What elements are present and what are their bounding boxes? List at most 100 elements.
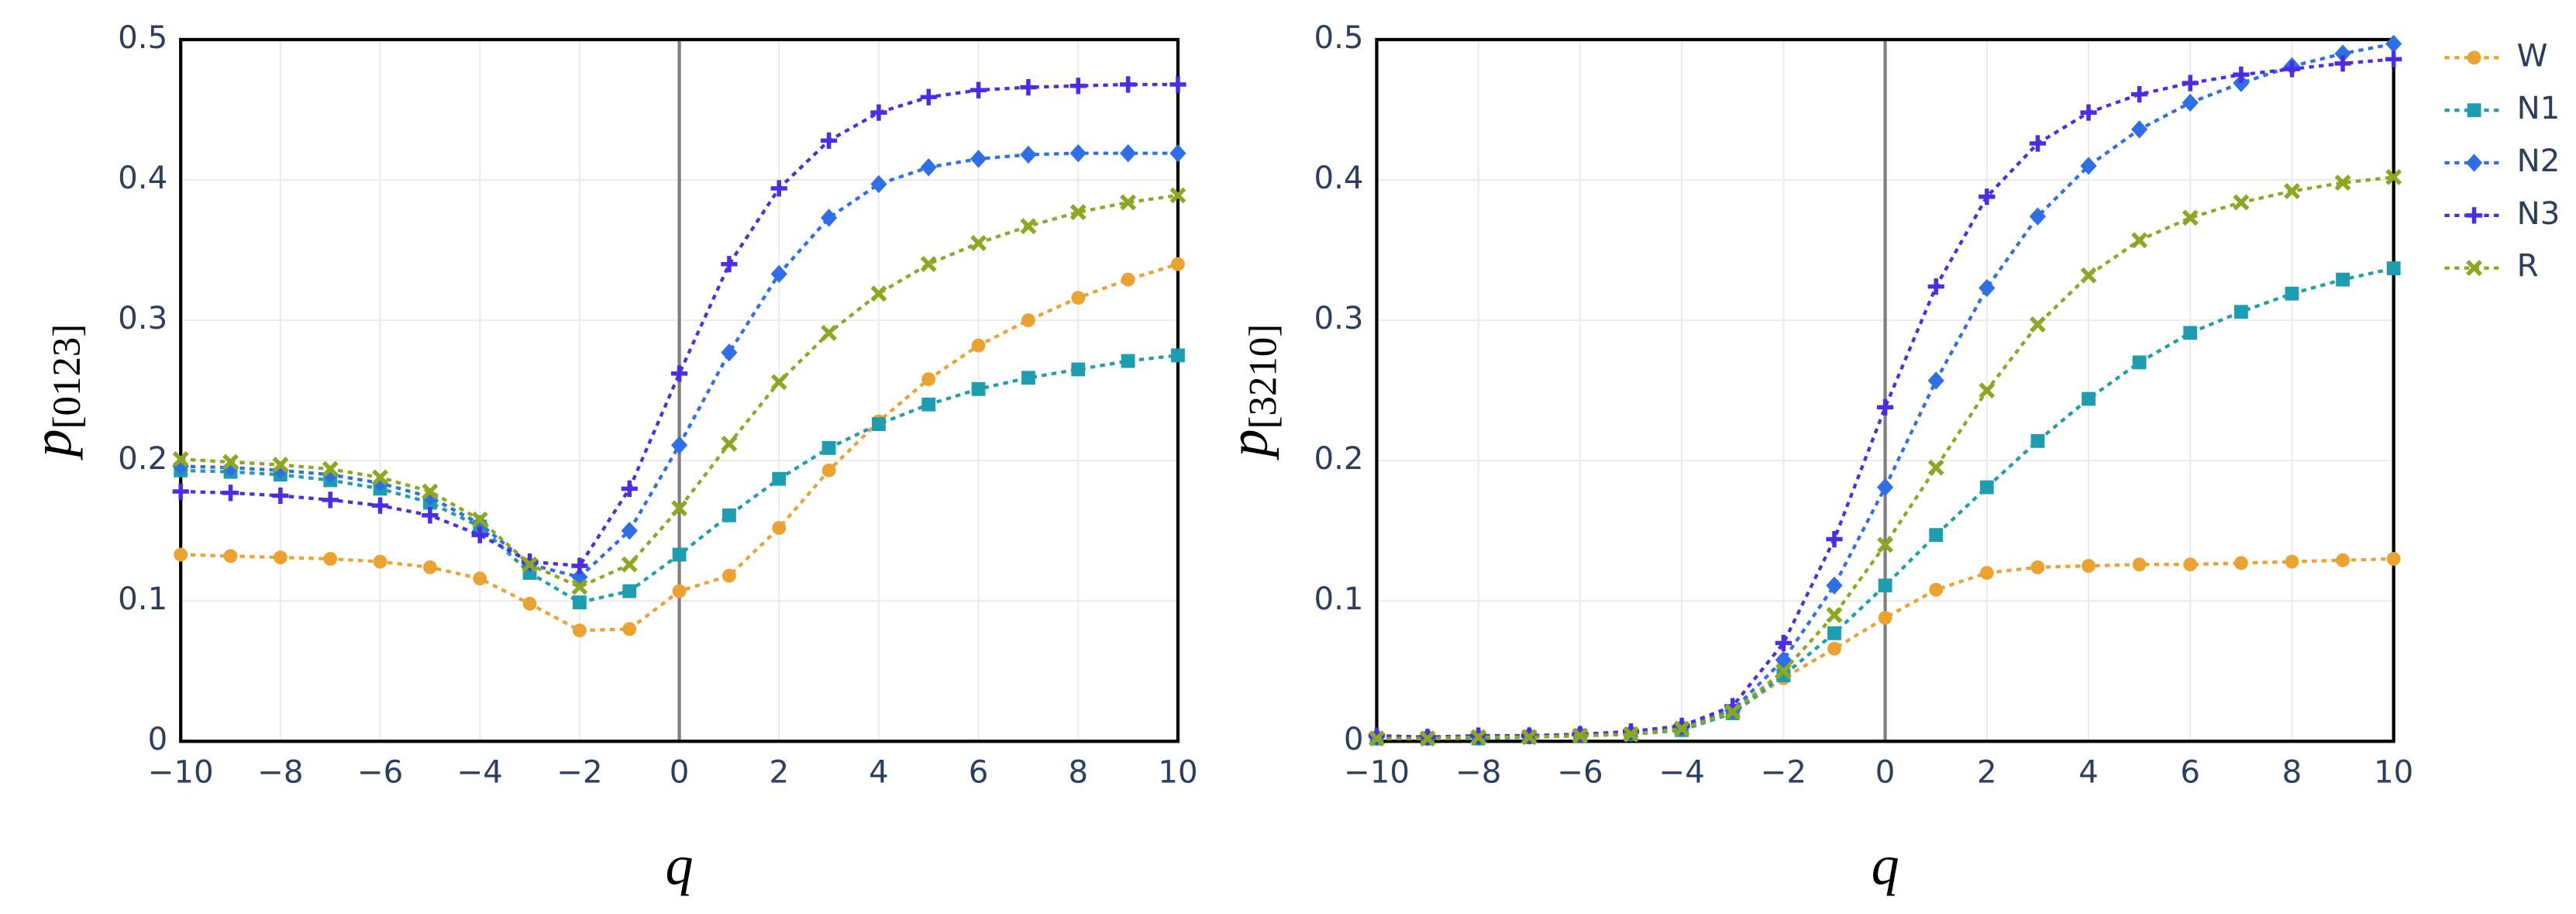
marker bbox=[1171, 257, 1185, 271]
marker bbox=[1827, 626, 1841, 640]
marker bbox=[2183, 557, 2198, 572]
marker bbox=[2385, 169, 2402, 185]
marker bbox=[722, 568, 736, 583]
marker bbox=[670, 436, 688, 454]
marker bbox=[621, 556, 638, 573]
marker bbox=[273, 550, 288, 564]
marker bbox=[1120, 76, 1137, 93]
x-tick-label: 0 bbox=[1875, 755, 1896, 791]
marker bbox=[1775, 663, 1792, 680]
marker bbox=[2082, 559, 2096, 573]
marker bbox=[920, 158, 937, 177]
y-tick-label: 0.4 bbox=[118, 160, 167, 196]
legend-label: N3 bbox=[2517, 196, 2561, 232]
marker bbox=[571, 557, 588, 574]
marker bbox=[471, 511, 488, 528]
marker bbox=[1071, 362, 1086, 377]
marker bbox=[2285, 554, 2299, 569]
marker bbox=[971, 381, 986, 396]
y-axis-title: p[0123] bbox=[21, 324, 89, 461]
marker bbox=[2131, 232, 2148, 249]
marker bbox=[1572, 727, 1589, 744]
marker bbox=[2465, 207, 2483, 224]
y-tick-label: 0.1 bbox=[118, 581, 167, 617]
marker bbox=[223, 549, 238, 564]
marker bbox=[1419, 730, 1436, 747]
marker bbox=[2466, 260, 2482, 277]
marker bbox=[1878, 611, 1892, 625]
marker bbox=[671, 500, 688, 517]
y-axis-title: p[3210] bbox=[1217, 324, 1285, 461]
marker bbox=[2334, 55, 2351, 72]
marker bbox=[422, 507, 439, 524]
y-tick-label: 0.5 bbox=[1314, 20, 1363, 56]
x-tick-label: 10 bbox=[2374, 755, 2413, 791]
marker bbox=[1623, 726, 1639, 743]
marker bbox=[2183, 326, 2198, 340]
marker bbox=[2283, 60, 2301, 78]
legend-label: R bbox=[2517, 249, 2539, 285]
marker bbox=[422, 483, 439, 500]
marker bbox=[2029, 207, 2047, 226]
x-tick-label: 6 bbox=[969, 755, 989, 791]
marker bbox=[371, 497, 389, 514]
marker bbox=[2233, 305, 2248, 319]
marker bbox=[921, 397, 936, 412]
marker bbox=[1876, 478, 1894, 497]
marker bbox=[2132, 557, 2147, 572]
marker bbox=[820, 132, 838, 149]
marker bbox=[2233, 194, 2250, 211]
x-tick-label: −4 bbox=[457, 755, 503, 791]
marker bbox=[1826, 530, 1843, 548]
marker bbox=[2131, 86, 2148, 103]
y-tick-label: 0.2 bbox=[118, 441, 167, 477]
marker bbox=[1169, 144, 1186, 163]
marker bbox=[920, 88, 937, 105]
marker bbox=[1876, 398, 1894, 416]
marker bbox=[2467, 103, 2481, 118]
y-axis-title-main: p bbox=[1217, 429, 1279, 460]
x-tick-label: 10 bbox=[1158, 755, 1197, 791]
marker bbox=[2029, 316, 2046, 333]
marker bbox=[721, 436, 738, 452]
marker bbox=[870, 104, 887, 121]
marker bbox=[2233, 74, 2250, 92]
y-tick-label: 0.5 bbox=[118, 20, 167, 56]
marker bbox=[870, 285, 887, 302]
marker bbox=[1927, 459, 1944, 476]
marker bbox=[821, 463, 836, 478]
marker bbox=[2336, 272, 2350, 287]
marker bbox=[473, 571, 487, 586]
marker bbox=[471, 514, 488, 533]
marker bbox=[2233, 556, 2248, 571]
marker bbox=[2182, 74, 2199, 91]
x-tick-label: −6 bbox=[1557, 755, 1603, 791]
marker bbox=[572, 595, 587, 609]
marker bbox=[1071, 291, 1086, 305]
marker bbox=[522, 596, 537, 611]
marker bbox=[2285, 286, 2299, 301]
x-tick-label: 2 bbox=[1977, 755, 1997, 791]
x-tick-label: 4 bbox=[2078, 755, 2099, 791]
marker bbox=[622, 622, 637, 636]
marker bbox=[770, 374, 787, 391]
marker bbox=[1927, 371, 1944, 390]
marker bbox=[2182, 209, 2199, 226]
marker bbox=[820, 209, 838, 227]
marker bbox=[2385, 34, 2402, 53]
marker bbox=[821, 440, 836, 455]
marker bbox=[1169, 76, 1186, 93]
x-tick-label: −10 bbox=[1344, 755, 1410, 791]
x-tick-label: −6 bbox=[357, 755, 403, 791]
marker bbox=[2182, 93, 2199, 112]
marker bbox=[770, 180, 787, 197]
x-tick-label: −2 bbox=[1761, 755, 1806, 791]
marker bbox=[2082, 391, 2096, 406]
marker bbox=[872, 417, 886, 431]
x-tick-label: 6 bbox=[2180, 755, 2200, 791]
marker bbox=[272, 457, 289, 474]
marker bbox=[1978, 278, 1996, 298]
marker bbox=[1120, 144, 1137, 163]
marker bbox=[670, 365, 688, 382]
marker bbox=[870, 174, 887, 194]
